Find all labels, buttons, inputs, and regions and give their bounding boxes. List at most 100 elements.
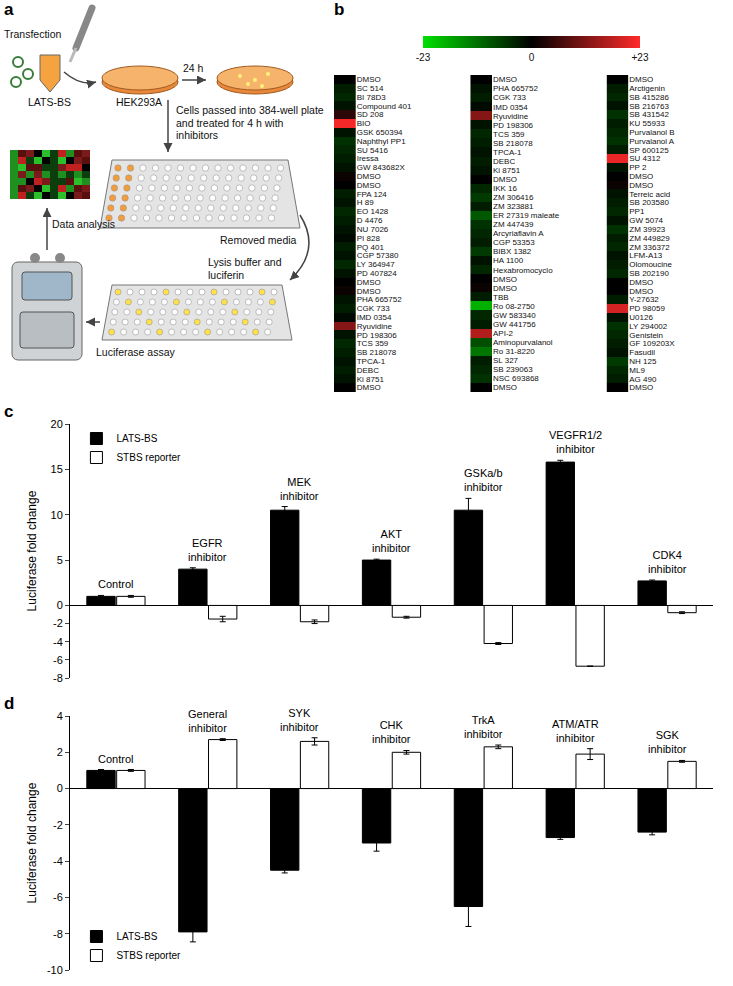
svg-text:FPA 124: FPA 124 <box>357 190 388 199</box>
svg-text:LATS-BS: LATS-BS <box>116 433 157 444</box>
svg-text:Purvalanol A: Purvalanol A <box>629 137 675 146</box>
svg-text:PD 407824: PD 407824 <box>357 269 398 278</box>
svg-text:Hexabromocyclo: Hexabromocyclo <box>493 266 553 275</box>
svg-text:Terreic acid: Terreic acid <box>629 190 670 199</box>
svg-text:Naphthyl PP1: Naphthyl PP1 <box>357 137 406 146</box>
svg-text:PD 198306: PD 198306 <box>493 121 534 130</box>
svg-text:-8: -8 <box>53 928 63 940</box>
svg-text:0: 0 <box>57 782 63 794</box>
svg-text:LFM-A13: LFM-A13 <box>629 251 662 260</box>
svg-text:SP 600125: SP 600125 <box>629 146 669 155</box>
svg-text:CGP 53353: CGP 53353 <box>493 238 535 247</box>
svg-text:BIO: BIO <box>357 119 371 128</box>
svg-text:LY 364947: LY 364947 <box>357 260 396 269</box>
svg-text:PD 98059: PD 98059 <box>629 304 665 313</box>
svg-text:DMSO: DMSO <box>493 175 517 184</box>
svg-text:NU 7026: NU 7026 <box>357 225 389 234</box>
svg-text:ZM 39923: ZM 39923 <box>629 225 666 234</box>
svg-text:5: 5 <box>57 554 63 566</box>
svg-text:DEBC: DEBC <box>357 366 379 375</box>
svg-text:10: 10 <box>51 509 63 521</box>
svg-text:GSK 650394: GSK 650394 <box>357 128 403 137</box>
svg-text:DMSO: DMSO <box>629 278 653 287</box>
svg-text:-2: -2 <box>53 617 63 629</box>
svg-text:Control: Control <box>98 578 133 590</box>
svg-text:H 89: H 89 <box>357 198 374 207</box>
svg-text:ATM/ATRinhibitor: ATM/ATRinhibitor <box>552 718 599 744</box>
svg-text:NH 125: NH 125 <box>629 357 657 366</box>
svg-text:SB 415286: SB 415286 <box>629 93 669 102</box>
svg-text:NSC 693868: NSC 693868 <box>493 374 539 383</box>
svg-text:ZM 336372: ZM 336372 <box>629 243 670 252</box>
svg-text:2: 2 <box>57 746 63 758</box>
svg-text:Luciferase fold change: Luciferase fold change <box>25 782 39 903</box>
svg-text:ML9: ML9 <box>629 366 645 375</box>
svg-text:IMD 0354: IMD 0354 <box>357 313 392 322</box>
svg-text:DMSO: DMSO <box>629 287 653 296</box>
svg-text:TBB: TBB <box>493 293 509 302</box>
svg-text:DMSO: DMSO <box>357 75 381 84</box>
svg-text:EGFRinhibitor: EGFRinhibitor <box>188 537 227 563</box>
svg-text:DMSO: DMSO <box>357 287 381 296</box>
svg-text:0: 0 <box>529 52 535 63</box>
svg-text:GSKa/binhibitor: GSKa/binhibitor <box>464 467 503 493</box>
svg-text:SB 218078: SB 218078 <box>493 139 533 148</box>
svg-text:CGK 733: CGK 733 <box>357 304 390 313</box>
svg-text:Control: Control <box>98 753 133 765</box>
svg-text:DEBC: DEBC <box>493 157 515 166</box>
svg-text:Iressa: Iressa <box>357 154 379 163</box>
svg-text:ZM 306416: ZM 306416 <box>493 193 534 202</box>
svg-text:TrkAinhibitor: TrkAinhibitor <box>464 714 503 740</box>
svg-text:Fasudil: Fasudil <box>629 348 655 357</box>
svg-text:TCS 359: TCS 359 <box>493 130 525 139</box>
svg-text:Genistein: Genistein <box>629 331 663 340</box>
svg-text:D 4476: D 4476 <box>357 216 383 225</box>
svg-text:20: 20 <box>51 418 63 430</box>
svg-text:PD 198306: PD 198306 <box>357 331 398 340</box>
svg-text:SB 202190: SB 202190 <box>629 269 669 278</box>
svg-text:PP1: PP1 <box>629 207 645 216</box>
svg-text:Ro 08-2750: Ro 08-2750 <box>493 302 535 311</box>
svg-text:SGKinhibitor: SGKinhibitor <box>648 729 687 755</box>
svg-text:ZM 323881: ZM 323881 <box>493 202 534 211</box>
svg-text:PQ 401: PQ 401 <box>357 243 385 252</box>
svg-text:Arctigenin: Arctigenin <box>629 84 665 93</box>
svg-text:PHA 665752: PHA 665752 <box>357 295 402 304</box>
svg-text:DMSO: DMSO <box>493 284 517 293</box>
svg-text:-4: -4 <box>53 636 63 648</box>
svg-text:GF 109203X: GF 109203X <box>629 339 675 348</box>
svg-text:Ro 31-8220: Ro 31-8220 <box>493 347 535 356</box>
svg-text:ZM 449829: ZM 449829 <box>629 234 670 243</box>
svg-text:PI 828: PI 828 <box>357 234 381 243</box>
svg-text:API-2: API-2 <box>493 329 514 338</box>
svg-text:DMSO: DMSO <box>357 278 381 287</box>
svg-text:DMSO: DMSO <box>493 383 517 392</box>
svg-text:CDK4inhibitor: CDK4inhibitor <box>648 549 687 575</box>
svg-text:SB 218078: SB 218078 <box>357 348 397 357</box>
svg-text:SYKinhibitor: SYKinhibitor <box>280 707 319 733</box>
svg-text:CHKinhibitor: CHKinhibitor <box>372 719 411 745</box>
svg-text:DMSO: DMSO <box>629 172 653 181</box>
svg-text:Y-27632: Y-27632 <box>629 295 659 304</box>
svg-text:SB 203580: SB 203580 <box>629 198 669 207</box>
svg-text:IMD 0354: IMD 0354 <box>493 103 528 112</box>
svg-text:CGP 57380: CGP 57380 <box>357 251 399 260</box>
svg-text:AG 490: AG 490 <box>629 375 657 384</box>
svg-text:SB 239063: SB 239063 <box>493 365 533 374</box>
svg-text:IKK 16: IKK 16 <box>493 184 518 193</box>
svg-text:GW 843682X: GW 843682X <box>357 163 406 172</box>
svg-text:-6: -6 <box>53 891 63 903</box>
svg-text:STBS reporter: STBS reporter <box>116 950 181 961</box>
svg-text:-4: -4 <box>53 855 63 867</box>
svg-text:4: 4 <box>57 710 63 722</box>
svg-text:MEKinhibitor: MEKinhibitor <box>280 476 319 502</box>
svg-text:SB 216763: SB 216763 <box>629 102 669 111</box>
svg-text:LATS-BS: LATS-BS <box>116 931 157 942</box>
svg-text:VEGFR1/2inhibitor: VEGFR1/2inhibitor <box>549 429 602 455</box>
svg-text:STBS reporter: STBS reporter <box>116 452 181 463</box>
svg-text:KU 55933: KU 55933 <box>629 119 665 128</box>
svg-text:PP 2: PP 2 <box>629 163 647 172</box>
svg-text:Arcyriaflavin A: Arcyriaflavin A <box>493 229 544 238</box>
svg-text:U0126: U0126 <box>629 313 653 322</box>
svg-text:SL 327: SL 327 <box>493 356 519 365</box>
